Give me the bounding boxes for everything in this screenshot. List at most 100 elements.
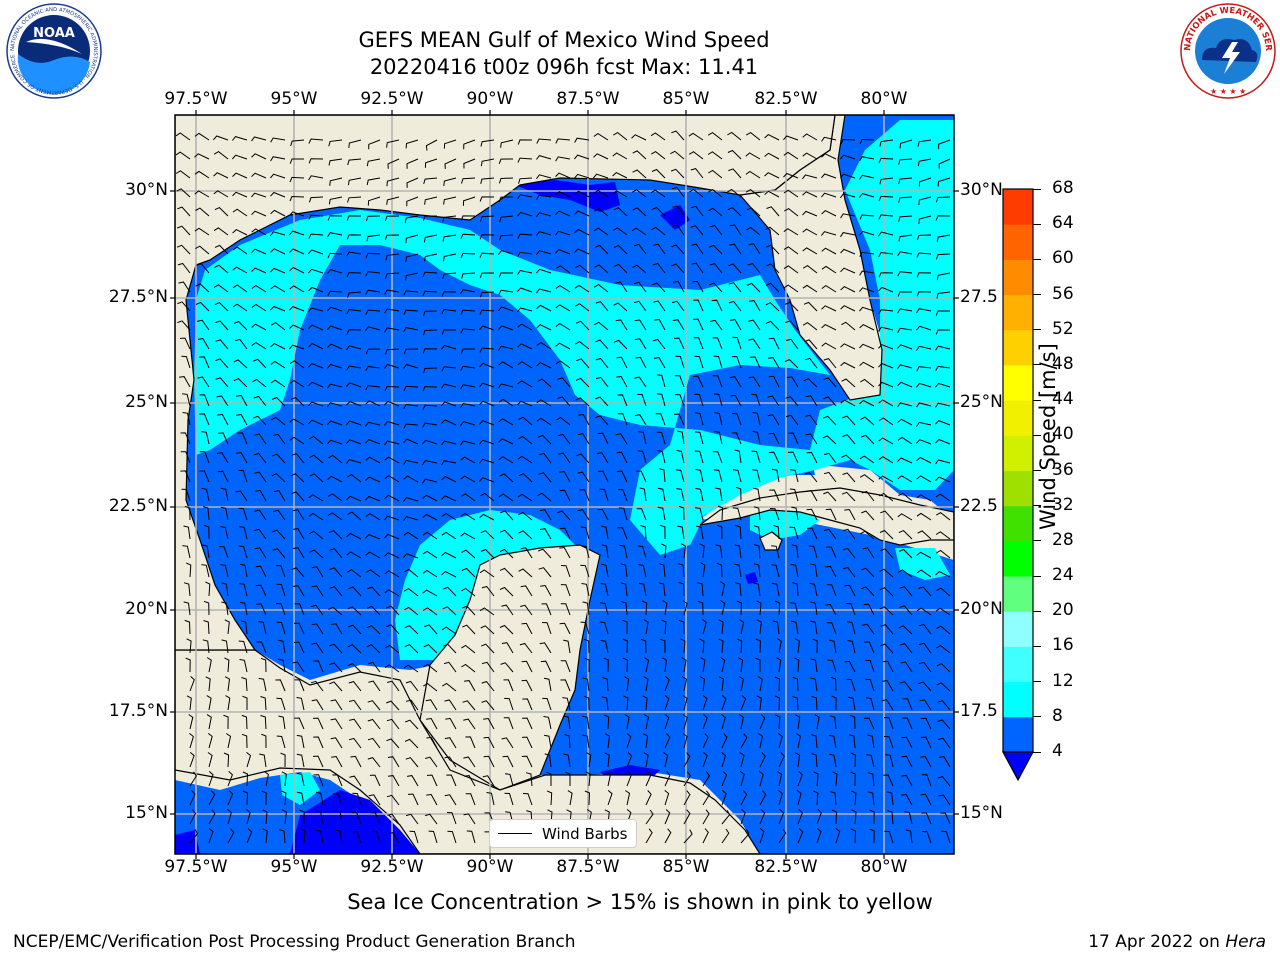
lon-tick-bottom: 95°W	[270, 857, 318, 877]
wind-barb	[748, 376, 761, 388]
wind-barb	[404, 215, 419, 224]
wind-barb	[272, 529, 286, 540]
wind-barb	[460, 421, 476, 427]
wind-barb	[823, 491, 837, 502]
calm-patch-ne	[660, 205, 690, 230]
wind-barb	[518, 416, 533, 426]
wind-barb	[753, 563, 761, 578]
wind-barb	[346, 234, 362, 240]
wind-barb	[271, 473, 286, 483]
wind-barb	[822, 435, 837, 445]
wind-barb	[860, 434, 875, 445]
wind-barb	[233, 378, 248, 388]
wind-barb	[776, 638, 782, 654]
wind-barb	[728, 168, 742, 179]
wind-barb	[840, 138, 856, 145]
wind-barb	[637, 393, 647, 407]
wind-barb	[194, 153, 210, 160]
colorbar-tick	[1033, 645, 1041, 647]
wind-barb	[936, 291, 951, 299]
wind-barb	[335, 829, 343, 844]
wind-barb	[935, 345, 951, 351]
wind-barb	[883, 736, 894, 749]
wind-barb	[294, 717, 305, 730]
wind-barb	[682, 600, 688, 616]
wind-barb	[765, 302, 780, 312]
wind-barb	[483, 717, 495, 730]
wind-barb	[581, 583, 590, 597]
wind-barb	[281, 809, 287, 825]
legend-label: Wind Barbs	[542, 824, 628, 843]
wind-barb	[640, 638, 647, 654]
wind-barb	[218, 432, 229, 445]
wind-barb	[444, 699, 457, 711]
legend: Wind Barbs	[489, 819, 637, 848]
colorbar-level-label: 60	[1052, 248, 1074, 269]
wind-barb	[276, 621, 286, 635]
wind-barb	[785, 414, 799, 426]
wind-barb	[778, 809, 785, 825]
footer-date: 17 Apr 2022 on Hera	[1088, 932, 1266, 952]
wind-barb	[555, 210, 571, 217]
wind-barb	[214, 207, 229, 217]
wind-barb	[791, 544, 799, 559]
wind-barb	[536, 138, 552, 144]
wind-barb	[262, 809, 268, 825]
wind-barb	[664, 790, 670, 806]
wind-barb	[308, 175, 324, 181]
footer-branch: NCEP/EMC/Verification Post Processing Pr…	[13, 932, 576, 952]
wind-barb	[680, 638, 686, 654]
wind-barb	[479, 325, 495, 331]
colorbar-segment	[1003, 611, 1033, 647]
wind-barb	[935, 215, 951, 221]
wind-barb	[846, 621, 856, 635]
wind-barb	[916, 421, 932, 427]
wind-barb	[176, 188, 191, 198]
wind-barb	[330, 623, 343, 635]
central-america	[175, 649, 761, 854]
wind-barb	[613, 302, 628, 312]
wind-barb	[916, 308, 932, 314]
wind-barb	[916, 551, 932, 559]
wind-barb	[689, 188, 704, 198]
wind-barb	[603, 714, 610, 730]
wind-barb	[189, 829, 199, 844]
wind-barb	[480, 177, 495, 185]
wind-barb	[672, 319, 685, 331]
wind-barb	[460, 512, 476, 521]
wind-barb	[347, 663, 362, 673]
wind-barb	[690, 205, 704, 217]
wind-barb	[175, 151, 191, 160]
wind-barb	[289, 379, 305, 388]
wind-barb	[593, 132, 609, 141]
wind-barb	[861, 586, 875, 597]
wind-barb	[794, 657, 800, 673]
wind-barb	[309, 473, 324, 483]
wind-barb	[517, 307, 533, 313]
wind-barb	[347, 511, 362, 521]
wind-barb	[218, 546, 229, 559]
wind-barb	[721, 810, 731, 825]
wind-barb	[275, 565, 286, 578]
wind-barb	[918, 681, 932, 692]
noaa-logo: NOAA NATIONAL OCEANIC AND ATMOSPHERIC AD…	[4, 2, 104, 100]
wind-barb	[255, 489, 267, 502]
wind-barb	[346, 251, 362, 257]
wind-barb	[842, 528, 856, 540]
wind-barb	[195, 301, 210, 312]
wind-barb	[671, 130, 685, 141]
wind-barb	[405, 757, 419, 768]
wind-barb	[521, 660, 533, 673]
wind-barb	[465, 736, 476, 749]
wind-barb	[897, 475, 913, 483]
wind-barb	[279, 829, 286, 844]
wind-barb	[880, 510, 894, 521]
wind-barb	[650, 189, 666, 198]
wind-barb	[583, 695, 590, 711]
wind-barb	[348, 699, 362, 711]
wind-barb	[181, 488, 191, 502]
wind-barb	[804, 472, 818, 483]
wind-barb	[251, 248, 267, 255]
wind-barb	[613, 339, 628, 350]
wind-barb	[861, 567, 875, 578]
